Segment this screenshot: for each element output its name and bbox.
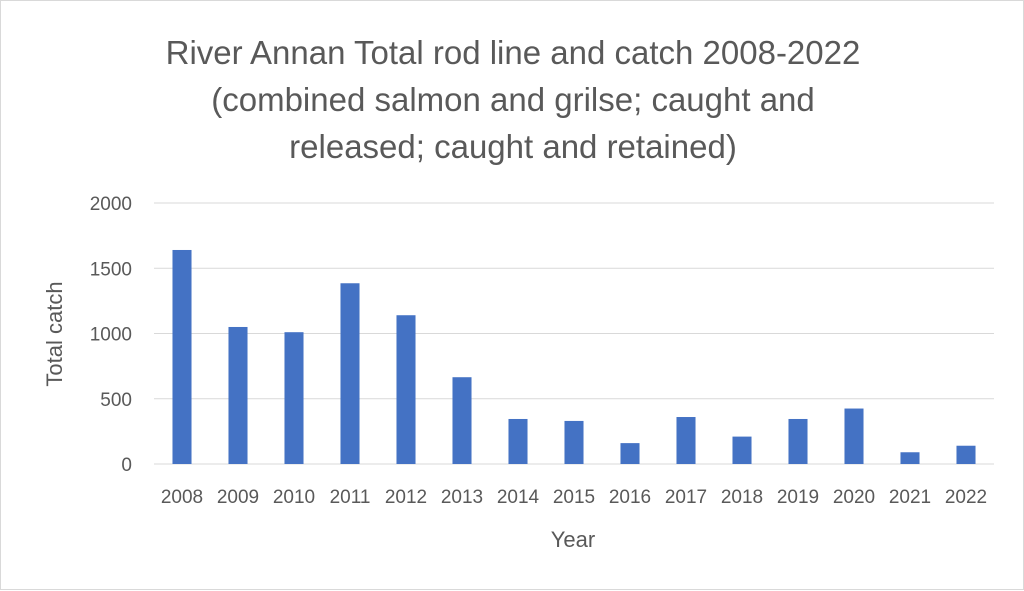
chart-title: River Annan Total rod line and catch 200… [1, 29, 1024, 170]
bar-2012 [396, 315, 416, 464]
x-tick-label: 2018 [721, 487, 763, 508]
chart-title-line-1: River Annan Total rod line and catch 200… [165, 34, 861, 71]
bar-2016 [620, 443, 640, 464]
x-tick-label: 2013 [441, 487, 483, 508]
y-axis-ticks: 0 500 1000 1500 2000 [90, 194, 132, 476]
x-tick-label: 2021 [889, 487, 931, 508]
y-tick-label: 500 [100, 390, 132, 411]
chart-title-line-3: released; caught and retained) [289, 128, 737, 165]
bar-2018 [732, 436, 752, 464]
x-tick-label: 2008 [161, 487, 203, 508]
x-tick-label: 2020 [833, 487, 875, 508]
bar-2008 [172, 249, 192, 464]
y-tick-label: 1500 [90, 259, 132, 280]
x-tick-label: 2022 [945, 487, 987, 508]
y-tick-label: 0 [121, 455, 132, 476]
bar-2009 [228, 326, 248, 464]
bar-2022 [956, 445, 976, 464]
y-axis-label: Total catch [42, 281, 67, 386]
bars [172, 249, 976, 464]
x-axis-label: Year [551, 527, 595, 552]
bar-2014 [508, 418, 528, 464]
bar-2013 [452, 377, 472, 464]
bar-2017 [676, 417, 696, 464]
x-tick-label: 2014 [497, 487, 540, 508]
bar-2011 [340, 283, 360, 464]
x-axis-ticks: 2008 2009 2010 2011 2012 2013 2014 2015 2016 2017… [161, 487, 987, 508]
x-tick-label: 2015 [553, 487, 595, 508]
x-tick-label: 2019 [777, 487, 819, 508]
y-tick-label: 2000 [90, 194, 132, 215]
y-tick-label: 1000 [90, 325, 132, 346]
bar-2021 [900, 452, 920, 464]
x-tick-label: 2017 [665, 487, 707, 508]
x-tick-label: 2012 [385, 487, 427, 508]
bar-2015 [564, 420, 584, 464]
x-tick-label: 2011 [330, 487, 371, 508]
x-tick-label: 2010 [273, 487, 315, 508]
bar-2019 [788, 418, 808, 464]
bar-2010 [284, 332, 304, 464]
bar-2020 [844, 408, 864, 464]
x-tick-label: 2016 [609, 487, 651, 508]
chart-title-line-2: (combined salmon and grilse; caught and [211, 81, 815, 118]
x-tick-label: 2009 [217, 487, 259, 508]
